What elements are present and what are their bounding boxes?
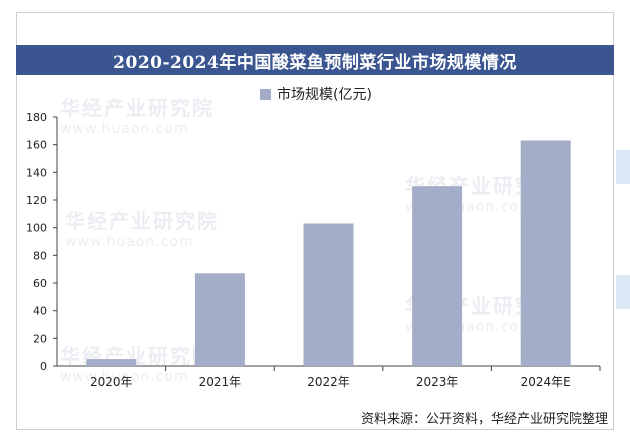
legend-swatch: [260, 88, 271, 100]
bar: [520, 140, 571, 366]
chart-title-bar: 2020-2024年中国酸菜鱼预制菜行业市场规模情况: [16, 45, 614, 75]
y-tick-label: 140: [26, 166, 47, 179]
y-tick-label: 120: [26, 194, 47, 207]
y-tick-label: 20: [33, 332, 47, 345]
x-tick-label: 2020年: [90, 375, 133, 389]
bar: [194, 273, 245, 366]
chart-title: 2020-2024年中国酸菜鱼预制菜行业市场规模情况: [113, 52, 517, 73]
bar: [303, 223, 354, 366]
bar: [412, 186, 463, 366]
y-tick-label: 40: [33, 305, 47, 318]
y-tick-label: 80: [33, 249, 47, 262]
x-tick-label: 2023年: [416, 375, 459, 389]
legend-label: 市场规模(亿元): [277, 87, 372, 103]
x-tick-label: 2021年: [199, 375, 242, 389]
bar: [86, 359, 137, 366]
y-tick-label: 60: [33, 277, 47, 290]
chart-legend: 市场规模(亿元): [260, 84, 372, 104]
edge-decoration: [616, 150, 630, 184]
y-tick-label: 160: [26, 139, 47, 152]
x-tick-label: 2022年: [307, 375, 350, 389]
x-tick-label: 2024年E: [521, 375, 571, 389]
y-tick-label: 0: [40, 360, 47, 373]
edge-decoration: [616, 275, 630, 309]
y-tick-label: 100: [26, 222, 47, 235]
source-note: 资料来源：公开资料，华经产业研究院整理: [360, 412, 608, 427]
y-tick-label: 180: [26, 111, 47, 124]
